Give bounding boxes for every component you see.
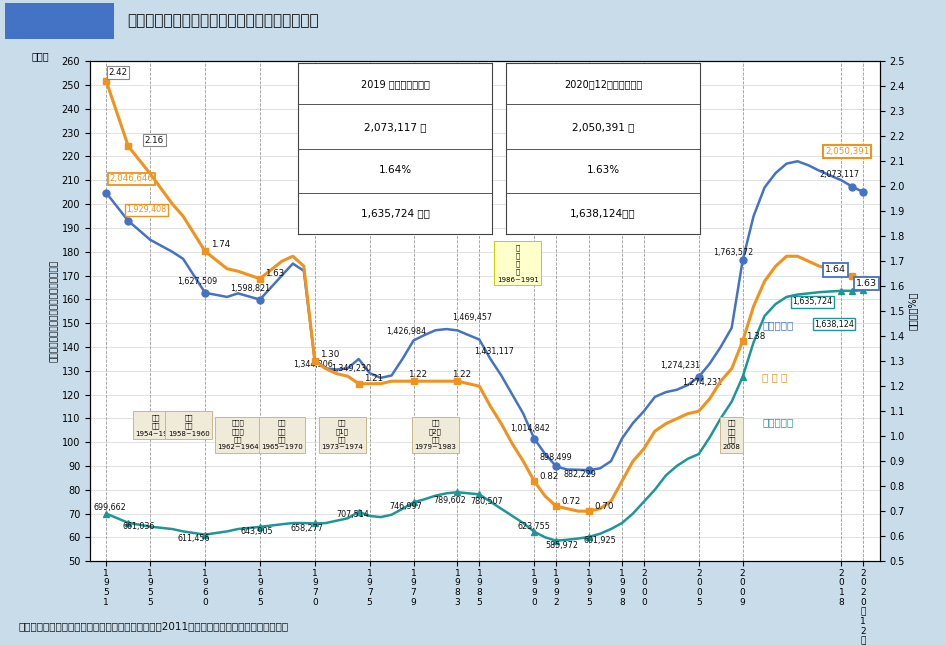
- Text: 585,972: 585,972: [545, 541, 578, 550]
- Text: 1.63: 1.63: [266, 269, 285, 278]
- Text: 2,073,117: 2,073,117: [819, 170, 860, 179]
- Text: 2.42: 2.42: [109, 68, 128, 77]
- Text: 神武
景気
1954~1957: 神武 景気 1954~1957: [135, 414, 177, 437]
- Text: 1,014,842: 1,014,842: [510, 424, 550, 433]
- Text: 1,469,457: 1,469,457: [452, 313, 492, 322]
- Text: 岩戸
景気
1958~1960: 岩戸 景気 1958~1960: [167, 414, 209, 437]
- Text: 780,507: 780,507: [470, 497, 503, 506]
- Text: 1.64: 1.64: [825, 266, 846, 275]
- Text: 世界
金融
危機
2008: 世界 金融 危機 2008: [723, 420, 741, 450]
- Text: 石油
第1次
危機
1973~1974: 石油 第1次 危機 1973~1974: [322, 420, 363, 450]
- Text: 707,514: 707,514: [337, 510, 370, 519]
- Text: 石油
第2次
危機
1979~1983: 石油 第2次 危機 1979~1983: [414, 420, 456, 450]
- Text: 2,073,117 人: 2,073,117 人: [363, 123, 427, 132]
- FancyBboxPatch shape: [5, 3, 114, 39]
- Text: 2020年12月（速報値）: 2020年12月（速報値）: [564, 79, 642, 89]
- Text: 789,602: 789,602: [433, 496, 466, 505]
- Text: 平
成
景
気
1986~1991: 平 成 景 気 1986~1991: [497, 244, 538, 283]
- Text: 1.64%: 1.64%: [378, 165, 412, 175]
- Text: 1.63%: 1.63%: [587, 165, 620, 175]
- Text: 0.72: 0.72: [562, 497, 581, 506]
- Text: 2.16: 2.16: [145, 135, 164, 144]
- Text: 1,638,124世帯: 1,638,124世帯: [570, 208, 636, 219]
- Text: 0.82: 0.82: [539, 471, 559, 481]
- Text: 2019 年度（確報値）: 2019 年度（確報値）: [360, 79, 429, 89]
- Text: 1,635,724 世帯: 1,635,724 世帯: [360, 208, 429, 219]
- Text: 1,344,306: 1,344,306: [293, 360, 333, 369]
- Text: 699,662: 699,662: [93, 503, 126, 512]
- Text: イザ
ナギ
景気
1965~1970: イザ ナギ 景気 1965~1970: [261, 420, 303, 450]
- Text: 1,349,230: 1,349,230: [331, 364, 371, 373]
- Text: 1.22: 1.22: [408, 370, 428, 379]
- Text: 1,274,231: 1,274,231: [660, 361, 700, 370]
- Text: 1,763,572: 1,763,572: [713, 248, 753, 257]
- Text: 資料：被保護者調査（月次調査）（厚生労働省）（2011年度以前の数値は福祉行政報告例）: 資料：被保護者調査（月次調査）（厚生労働省）（2011年度以前の数値は福祉行政報…: [19, 620, 289, 631]
- Text: 1.30: 1.30: [321, 350, 340, 359]
- Text: 図表 4-3-2: 図表 4-3-2: [31, 14, 86, 28]
- Y-axis label: 保護率（%）: 保護率（%）: [908, 292, 918, 330]
- Text: 1,635,724: 1,635,724: [792, 297, 832, 306]
- Text: 882,229: 882,229: [564, 470, 597, 479]
- Text: 2,050,391: 2,050,391: [825, 147, 869, 156]
- Text: 1,274,231: 1,274,231: [682, 378, 723, 387]
- Text: 1,929,408: 1,929,408: [126, 205, 166, 214]
- Text: 1,638,124: 1,638,124: [814, 320, 854, 329]
- Text: 1.21: 1.21: [364, 374, 383, 383]
- Text: 661,036: 661,036: [123, 522, 155, 531]
- Text: 被保護世帯: 被保護世帯: [762, 417, 794, 428]
- Text: 1,426,984: 1,426,984: [386, 327, 426, 336]
- Text: 658,277: 658,277: [290, 524, 324, 533]
- Text: オリン
ピック
景気
1962~1964: オリン ピック 景気 1962~1964: [218, 420, 259, 450]
- Text: 1.74: 1.74: [211, 241, 230, 250]
- Text: 2,046,646: 2,046,646: [110, 175, 153, 183]
- Text: （万）: （万）: [31, 51, 49, 61]
- Text: 898,499: 898,499: [539, 453, 572, 462]
- Text: 保 護 率: 保 護 率: [762, 372, 788, 382]
- Text: 746,997: 746,997: [390, 502, 422, 511]
- Text: 1,598,821: 1,598,821: [230, 284, 271, 293]
- Text: 601,925: 601,925: [584, 536, 616, 545]
- Text: 0.70: 0.70: [594, 502, 614, 511]
- Text: 623,755: 623,755: [517, 522, 551, 531]
- Text: 1.22: 1.22: [452, 370, 471, 379]
- Text: 被保護人員: 被保護人員: [762, 320, 794, 330]
- Text: 1.63: 1.63: [855, 279, 877, 288]
- Text: 1.38: 1.38: [746, 332, 765, 341]
- Text: 被保護人員・保護率・被保護世帯数の年次推移: 被保護人員・保護率・被保護世帯数の年次推移: [128, 14, 320, 28]
- Text: 2,050,391 人: 2,050,391 人: [572, 123, 634, 132]
- Text: 1,431,117: 1,431,117: [474, 347, 514, 356]
- Text: 611,456: 611,456: [178, 534, 210, 543]
- Text: 1,627,509: 1,627,509: [178, 277, 218, 286]
- Y-axis label: 被保護世帯数（世帯）・被保護人員（人）: 被保護世帯数（世帯）・被保護人員（人）: [50, 260, 59, 362]
- Text: 643,905: 643,905: [240, 527, 272, 536]
